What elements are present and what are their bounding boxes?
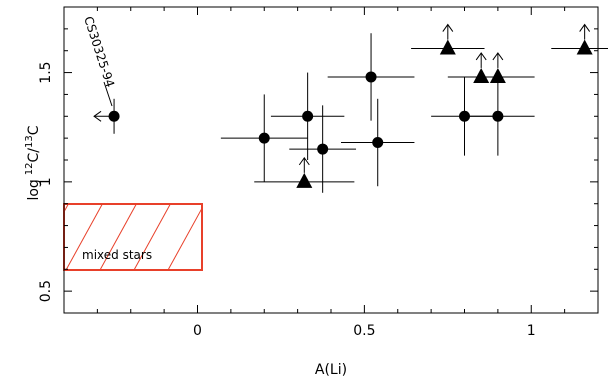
point-marker: [365, 71, 377, 83]
triangle-marker: [489, 67, 506, 83]
star-annotation-cs30325-94: CS30325-94: [81, 15, 117, 89]
plot-frame: [63, 6, 599, 314]
y-axis-label-c2: C: [26, 125, 42, 135]
data-point-6: [341, 98, 415, 187]
point-marker: [492, 110, 504, 122]
y-tick-label: 1.5: [38, 61, 54, 83]
mixed-stars-region: mixed stars: [0, 203, 272, 271]
y-axis-label: log 12C/13C: [24, 125, 42, 200]
hatch-line: [236, 204, 272, 270]
data-point-4: [289, 105, 357, 193]
y-axis-label-sup-12: 12: [24, 162, 35, 175]
x-axis-label: A(Li): [315, 362, 347, 378]
y-axis-label-sup-13: 13: [24, 135, 35, 148]
limit-point-2: [411, 23, 485, 55]
mixed-stars-label: mixed stars: [82, 248, 152, 262]
y-axis-label-base: log: [26, 179, 42, 200]
triangle-marker: [473, 67, 490, 83]
point-marker: [258, 132, 270, 144]
hatch-line: [167, 207, 202, 270]
data-point-3: [270, 72, 345, 160]
x-tick-label: 0: [193, 323, 202, 339]
y-axis-label-c: C/: [26, 148, 42, 163]
data-marks: [93, 23, 608, 193]
data-point-8: [461, 76, 535, 156]
data-point-5: [327, 33, 415, 121]
limit-point-5: [551, 23, 608, 55]
point-marker: [302, 110, 314, 122]
point-marker: [372, 137, 384, 149]
data-point-1: [93, 98, 120, 134]
star-annotation-leader: [103, 81, 113, 107]
y-tick-label: 0.5: [38, 280, 54, 302]
limit-point-3: [447, 52, 515, 83]
hatch-line: [65, 204, 103, 270]
x-tick-label: 1: [527, 323, 536, 339]
y-limit-arrow-head: [442, 23, 454, 32]
y-limit-arrow-head: [492, 52, 504, 61]
limit-point-4: [461, 52, 535, 83]
y-limit-arrow-head: [579, 23, 591, 32]
hatch-line: [133, 204, 171, 270]
limit-point-1: [254, 156, 355, 188]
triangle-marker: [296, 172, 313, 188]
x-tick-label: 0.5: [353, 323, 375, 339]
hatch-line: [99, 204, 137, 270]
triangle-marker: [439, 39, 456, 55]
x-limit-arrow-head: [93, 110, 102, 122]
triangle-marker: [576, 39, 593, 55]
point-marker: [317, 143, 329, 155]
axis-ticks: 0 0.5 1 0.5 1 1.5: [38, 7, 598, 339]
y-limit-arrow-head: [298, 156, 310, 166]
point-marker: [108, 110, 120, 122]
hatch-line: [201, 269, 202, 270]
hatch-line: [0, 204, 34, 270]
data-point-2: [220, 94, 308, 182]
y-tick-label: 1: [38, 177, 54, 186]
y-limit-arrow-head: [475, 52, 487, 61]
